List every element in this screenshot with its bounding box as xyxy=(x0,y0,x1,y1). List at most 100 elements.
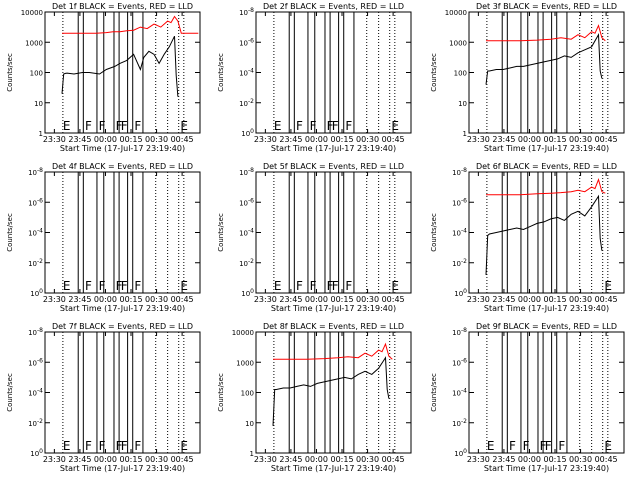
event-flag-marker: F xyxy=(85,279,92,293)
event-flag-marker: F xyxy=(116,119,123,133)
x-tick-label: 00:30 xyxy=(356,455,379,464)
x-tick-label: 00:15 xyxy=(119,135,142,144)
y-tick-label: 100 xyxy=(241,288,254,298)
event-flag-marker: E xyxy=(180,119,188,133)
x-tick-label: 00:30 xyxy=(569,455,592,464)
x-tick-label: 23:45 xyxy=(279,455,302,464)
y-tick-label: 10-6 xyxy=(452,197,467,207)
x-axis-label: Start Time (17-Jul-17 23:19:40) xyxy=(484,144,609,153)
event-flag-marker: F xyxy=(99,439,106,453)
panel-title: Det 2f BLACK = Events, RED = LLD xyxy=(263,2,404,11)
event-flag-marker: F xyxy=(85,439,92,453)
event-flag-marker: F xyxy=(121,439,128,453)
x-tick-label: 00:15 xyxy=(330,455,353,464)
event-flag-marker: F xyxy=(540,439,547,453)
y-tick-label: 10000 xyxy=(232,329,254,337)
x-tick-label: 23:30 xyxy=(254,295,277,304)
y-axis-label: Counts/sec xyxy=(217,53,225,92)
event-flag-marker: E xyxy=(63,439,71,453)
x-tick-label: 00:30 xyxy=(569,135,592,144)
y-axis-label: Counts/sec xyxy=(430,373,438,412)
y-tick-label: 10-6 xyxy=(452,357,467,367)
y-axis-label: Counts/sec xyxy=(217,373,225,412)
x-tick-label: 00:15 xyxy=(330,295,353,304)
x-tick-label: 23:30 xyxy=(254,135,277,144)
detector-panel-3: Det 3f BLACK = Events, RED = LLD 1 10 100 10… xyxy=(430,2,625,153)
x-tick-label: 00:45 xyxy=(171,295,194,304)
x-axis-label: Start Time (17-Jul-17 23:19:40) xyxy=(484,304,609,313)
y-tick-label: 1 xyxy=(250,450,254,458)
x-axis-label: Start Time (17-Jul-17 23:19:40) xyxy=(271,144,396,153)
x-tick-label: 00:30 xyxy=(145,135,168,144)
y-tick-label: 10 xyxy=(34,100,43,108)
y-tick-label: 100 xyxy=(241,128,254,138)
x-tick-label: 23:45 xyxy=(492,135,515,144)
x-tick-label: 23:30 xyxy=(467,295,490,304)
x-tick-label: 00:30 xyxy=(356,135,379,144)
y-tick-label: 100 xyxy=(454,288,467,298)
y-axis-label: Counts/sec xyxy=(6,213,14,252)
event-flag-marker: F xyxy=(345,279,352,293)
x-tick-label: 00:45 xyxy=(595,135,618,144)
y-tick-label: 10-6 xyxy=(239,37,254,47)
x-tick-label: 23:45 xyxy=(68,135,91,144)
y-tick-label: 10000 xyxy=(445,9,467,17)
x-axis-label: Start Time (17-Jul-17 23:19:40) xyxy=(60,144,185,153)
x-tick-label: 00:45 xyxy=(382,295,405,304)
x-tick-label: 00:30 xyxy=(145,295,168,304)
x-tick-label: 00:45 xyxy=(171,455,194,464)
event-flag-marker: F xyxy=(99,279,106,293)
x-axis-label: Start Time (17-Jul-17 23:19:40) xyxy=(484,464,609,473)
event-flag-marker: F xyxy=(327,279,334,293)
y-tick-label: 10-2 xyxy=(28,418,43,428)
event-flag-marker: F xyxy=(116,439,123,453)
x-tick-label: 00:15 xyxy=(330,135,353,144)
y-tick-label: 10-4 xyxy=(452,388,467,398)
event-flag-marker: F xyxy=(296,119,303,133)
x-tick-label: 00:45 xyxy=(382,455,405,464)
series-line xyxy=(61,35,179,97)
plot-frame xyxy=(255,11,412,134)
panel-title: Det 1f BLACK = Events, RED = LLD xyxy=(52,2,193,11)
event-flag-marker: F xyxy=(327,119,334,133)
y-tick-label: 1000 xyxy=(236,359,254,367)
event-flag-marker: E xyxy=(180,279,188,293)
x-tick-label: 00:45 xyxy=(171,135,194,144)
y-tick-label: 10-6 xyxy=(239,197,254,207)
x-tick-label: 00:15 xyxy=(119,295,142,304)
y-tick-label: 10-4 xyxy=(452,228,467,238)
event-flag-marker: F xyxy=(310,119,317,133)
panel-title: Det 6f BLACK = Events, RED = LLD xyxy=(476,162,617,171)
y-tick-label: 10-8 xyxy=(452,327,467,337)
y-tick-label: 10-8 xyxy=(239,7,254,17)
y-axis-label: Counts/sec xyxy=(6,373,14,412)
event-flag-marker: F xyxy=(99,119,106,133)
event-flag-marker: E xyxy=(391,279,399,293)
event-flag-marker: F xyxy=(332,279,339,293)
y-tick-label: 10 xyxy=(458,100,467,108)
x-tick-label: 00:30 xyxy=(145,455,168,464)
x-tick-label: 00:00 xyxy=(94,455,117,464)
y-tick-label: 10-4 xyxy=(239,228,254,238)
event-flag-marker: F xyxy=(116,279,123,293)
x-tick-label: 00:30 xyxy=(569,295,592,304)
y-axis-label: Counts/sec xyxy=(430,213,438,252)
x-tick-label: 23:30 xyxy=(43,455,66,464)
y-tick-label: 1 xyxy=(463,130,467,138)
panel-title: Det 8f BLACK = Events, RED = LLD xyxy=(263,322,404,331)
series-line xyxy=(486,178,606,196)
event-flag-marker: F xyxy=(85,119,92,133)
y-axis-label: Counts/sec xyxy=(6,53,14,92)
event-flag-marker: E xyxy=(274,279,282,293)
x-tick-label: 23:45 xyxy=(68,295,91,304)
plot-frame xyxy=(44,11,201,134)
x-tick-label: 23:30 xyxy=(467,135,490,144)
y-axis-label: Counts/sec xyxy=(430,53,438,92)
event-flag-marker: E xyxy=(487,439,495,453)
y-tick-label: 10-8 xyxy=(28,167,43,177)
x-tick-label: 23:45 xyxy=(492,295,515,304)
event-flag-marker: F xyxy=(545,439,552,453)
